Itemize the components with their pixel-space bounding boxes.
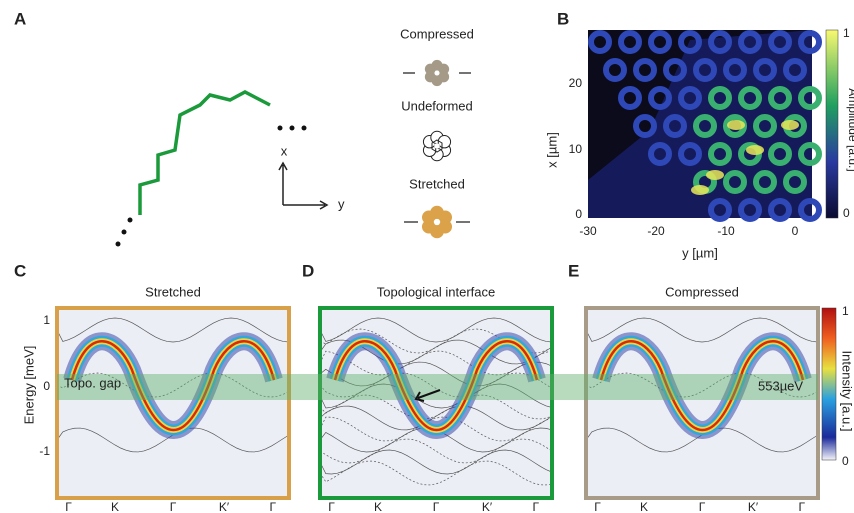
- tick-label: -30: [579, 224, 597, 238]
- x-tick-label: Γ: [170, 500, 177, 513]
- x-tick-label: Γ: [798, 500, 805, 513]
- annotation: Topo. gap: [64, 375, 121, 390]
- x-tick-label: K′: [482, 500, 493, 513]
- x-tick-label: Γ: [269, 500, 276, 513]
- hotspot: [746, 145, 764, 155]
- x-tick-label: K: [374, 500, 382, 513]
- panel-label: E: [568, 261, 579, 280]
- x-tick-label: K′: [219, 500, 230, 513]
- axis-label: x [µm]: [544, 132, 559, 168]
- colorbar: [822, 308, 836, 460]
- site: [438, 64, 449, 75]
- state-label: Compressed: [400, 26, 474, 41]
- colorbar-tick: 0: [843, 206, 850, 220]
- colorbar-label: Intensity [a.u.]: [840, 351, 854, 432]
- hole: [434, 143, 440, 149]
- state-label: Undeformed: [401, 98, 473, 113]
- x-tick-label: K′: [748, 500, 759, 513]
- dot: [302, 126, 307, 131]
- colorbar-tick: 1: [843, 26, 850, 40]
- tick-label: 0: [43, 379, 50, 393]
- panel-label: A: [14, 9, 26, 28]
- x-tick-label: Γ: [699, 500, 706, 513]
- colorbar: [826, 30, 838, 218]
- hotspot: [727, 120, 745, 130]
- panel-label: C: [14, 261, 26, 280]
- colorbar-tick: 0: [842, 454, 849, 468]
- x-tick-label: K: [111, 500, 119, 513]
- axis-label: y [µm]: [682, 245, 718, 260]
- colorbar-label: Amplitude [a.u.]: [846, 88, 854, 171]
- axis-label: y: [338, 196, 345, 211]
- x-tick-label: K: [640, 500, 648, 513]
- site: [438, 210, 452, 224]
- x-tick-label: Γ: [65, 500, 72, 513]
- x-tick-label: Γ: [328, 500, 335, 513]
- tick-label: 0: [792, 224, 799, 238]
- tick-label: 10: [569, 142, 583, 156]
- dot: [290, 126, 295, 131]
- panel-title: Compressed: [665, 284, 739, 299]
- dot: [116, 242, 121, 247]
- figure: ΓKΓK′ΓΓKΓK′ΓΓKΓK′ΓTopo. gap553µeV A B C …: [0, 0, 854, 513]
- tick-label: 20: [569, 76, 583, 90]
- tick-label: -10: [717, 224, 735, 238]
- state-label: Stretched: [409, 176, 465, 191]
- x-tick-label: Γ: [532, 500, 539, 513]
- hole: [434, 70, 439, 75]
- hotspot: [781, 120, 799, 130]
- panel-title: Topological interface: [377, 284, 496, 299]
- panel-label: B: [557, 9, 569, 28]
- tick-label: -20: [647, 224, 665, 238]
- x-tick-label: Γ: [594, 500, 601, 513]
- topo-gap-band: [57, 374, 818, 400]
- tick-label: 1: [43, 313, 50, 327]
- tick-label: -1: [39, 444, 50, 458]
- annotation: 553µeV: [758, 378, 803, 393]
- panel-title: Stretched: [145, 284, 201, 299]
- hole: [434, 219, 440, 225]
- panel-label: D: [302, 261, 314, 280]
- dot: [128, 218, 133, 223]
- axes-arrow: [279, 163, 327, 209]
- interface: [140, 92, 270, 215]
- dot: [122, 230, 127, 235]
- tick-label: 0: [575, 207, 582, 221]
- hotspot: [706, 170, 724, 180]
- x-tick-label: Γ: [433, 500, 440, 513]
- axis-label: x: [281, 143, 288, 158]
- colorbar-tick: 1: [842, 304, 849, 318]
- dot: [278, 126, 283, 131]
- axis-label: Energy [meV]: [21, 346, 36, 425]
- hotspot: [691, 185, 709, 195]
